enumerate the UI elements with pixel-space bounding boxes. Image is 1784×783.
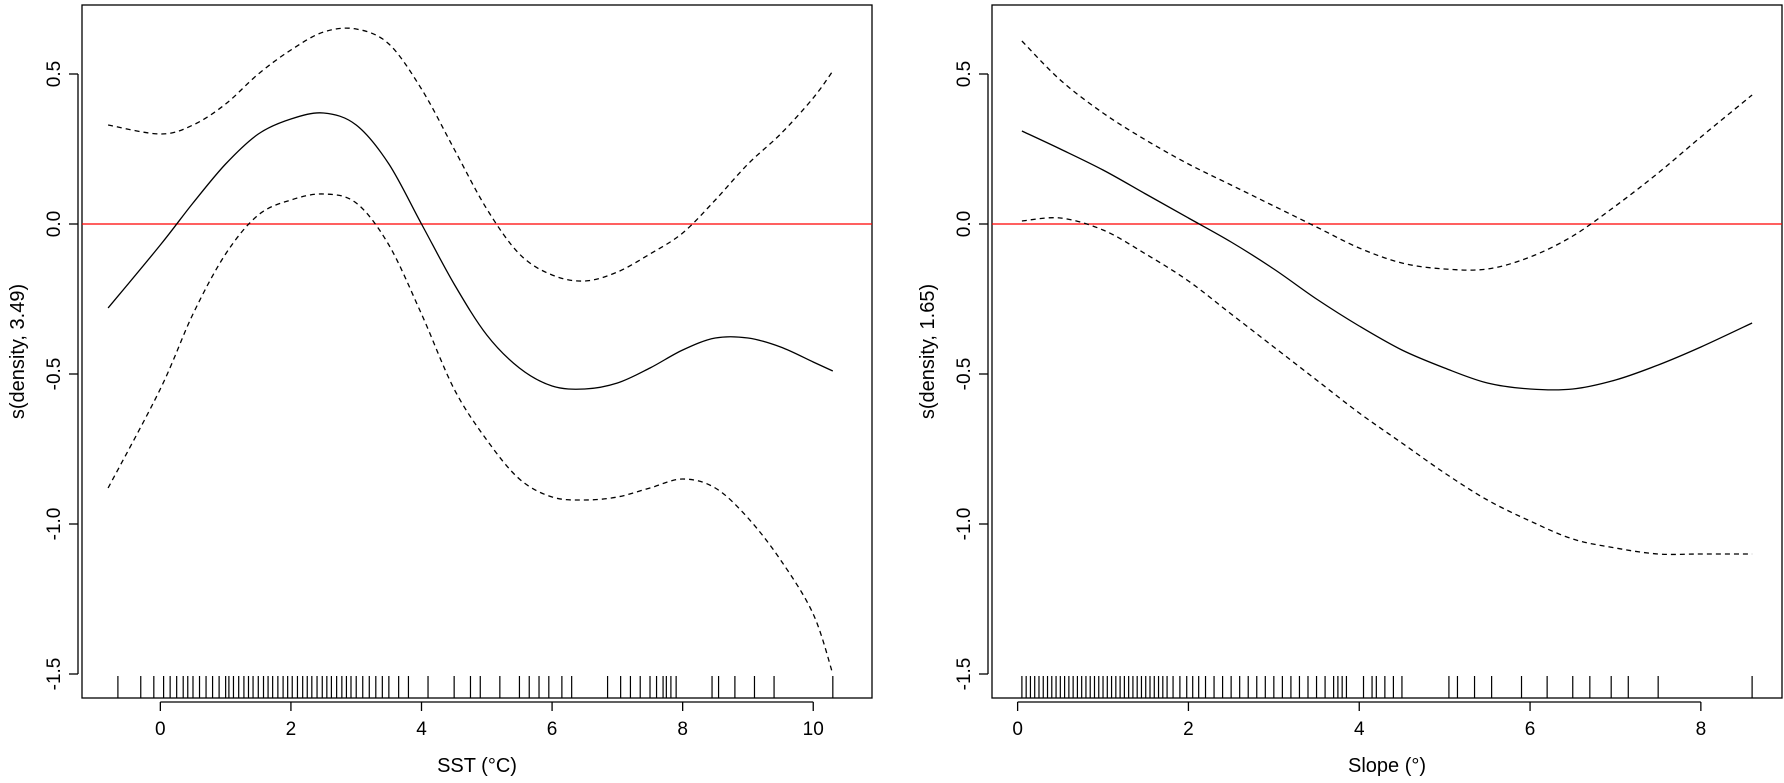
lower-confidence-line	[1021, 217, 1753, 556]
x-tick-label: 2	[286, 719, 297, 740]
y-tick-label: 0.0	[44, 211, 65, 237]
lower-confidence-line	[107, 193, 834, 675]
x-tick-label: 10	[803, 719, 824, 740]
y-tick-label: 0.0	[954, 211, 975, 237]
x-tick-label: 2	[1183, 719, 1194, 740]
y-axis-title: s(density, 1.65)	[917, 284, 939, 419]
x-tick-label: 8	[1696, 719, 1707, 740]
rug	[1021, 676, 1753, 698]
smooth-fit-line	[107, 112, 834, 390]
plot-frame	[81, 4, 873, 699]
x-tick-label: 4	[416, 719, 427, 740]
x-tick-label: 0	[155, 719, 166, 740]
upper-confidence-line	[1021, 40, 1753, 271]
x-tick-label: 4	[1354, 719, 1365, 740]
sst-panel: 0 2 4 6 8 10 -1.5 -1.0 -0.5 0.0 0.5 SST (°C) s(densi…	[7, 4, 873, 777]
y-tick-label: -0.5	[954, 358, 975, 391]
y-tick-label: -1.5	[954, 658, 975, 691]
plot-frame	[991, 4, 1783, 699]
x-tick-label: 0	[1012, 719, 1023, 740]
x-tick-label: 6	[547, 719, 558, 740]
y-tick-label: -1.0	[44, 508, 65, 541]
y-tick-label: 0.5	[44, 61, 65, 87]
upper-confidence-line	[107, 27, 834, 282]
slope-panel: 0 2 4 6 8 -1.5 -1.0 -0.5 0.0 0.5 Slope (°) s(densit…	[917, 4, 1783, 777]
y-tick-label: 0.5	[954, 61, 975, 87]
y-tick-label: -0.5	[44, 358, 65, 391]
y-tick-label: -1.5	[44, 658, 65, 691]
y-tick-label: -1.0	[954, 508, 975, 541]
y-axis-title: s(density, 3.49)	[7, 284, 29, 419]
x-tick-label: 8	[677, 719, 688, 740]
x-axis-title: Slope (°)	[1348, 755, 1426, 777]
x-tick-label: 6	[1525, 719, 1536, 740]
rug	[117, 676, 834, 698]
x-axis-title: SST (°C)	[437, 755, 517, 777]
smooth-fit-line	[1021, 130, 1753, 391]
